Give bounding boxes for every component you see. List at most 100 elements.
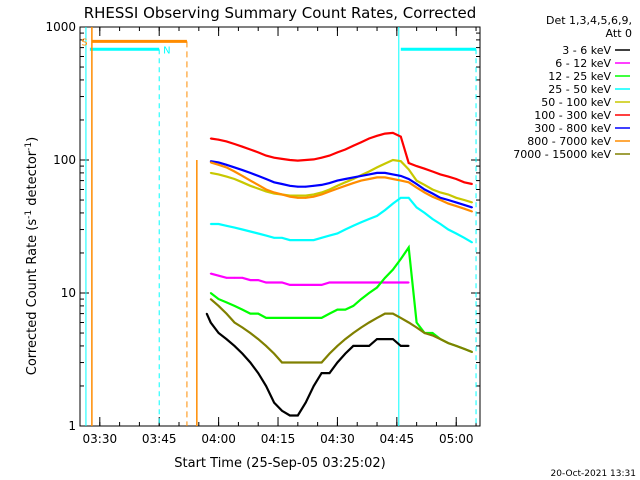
data-point [217,274,220,277]
data-point [241,228,244,231]
data-point [296,196,299,199]
data-point [273,317,275,319]
data-point [205,312,208,315]
data-point [392,202,394,205]
data-point [312,184,315,187]
x-tick-label: 05:00 [439,432,474,446]
data-point [360,141,363,144]
data-point [312,193,315,196]
data-point [257,187,260,190]
data-point [289,317,291,319]
y-tick-label: 10 [61,286,76,300]
data-point [265,178,267,180]
data-point [407,181,410,184]
legend-header-line1: Det 1,3,4,5,6,9, [546,14,632,27]
data-point [257,175,260,177]
data-point [384,312,386,315]
data-point [415,165,418,168]
data-point [320,284,323,286]
data-point [423,167,426,170]
data-point [328,154,331,157]
data-point [265,154,267,157]
data-point [296,317,299,319]
data-point [344,148,347,151]
data-point [384,276,386,279]
data-point [217,173,220,176]
data-point [368,137,370,140]
data-point [289,284,291,286]
data-point [249,179,252,182]
data-point [384,132,386,135]
data-point [241,352,244,355]
data-point [352,281,355,284]
data-point [423,191,426,194]
data-point [281,317,283,319]
data-point [368,292,370,294]
plot-frame [79,26,481,427]
data-point [257,372,260,374]
data-point [296,239,299,242]
data-point [471,206,473,209]
data-point [455,232,458,235]
data-point [233,276,236,279]
data-point [368,281,370,284]
data-point [392,338,394,340]
data-point [392,268,394,271]
data-point [431,218,434,220]
data-point [281,236,283,239]
data-point [463,181,466,184]
legend-label: 25 - 50 keV [548,83,611,96]
data-point [407,281,410,284]
data-point [265,281,267,284]
data-point [399,160,402,163]
data-point [344,181,347,184]
data-point [289,195,291,198]
data-point [225,163,228,166]
data-point [392,312,394,315]
data-point [312,158,315,161]
data-point [296,414,299,417]
data-point [336,184,339,187]
data-point [423,212,426,214]
data-point [471,241,473,244]
data-point [455,205,458,208]
data-point [209,321,212,324]
data-point [304,159,307,161]
y-tick-label: 100 [53,153,76,167]
data-point [304,361,307,364]
data-point [209,172,212,174]
data-point [455,178,458,180]
data-point [336,232,339,235]
data-point [225,276,228,279]
data-point [217,223,220,225]
data-point [241,326,244,329]
data-point [328,281,331,284]
data-point [225,140,228,143]
data-point [304,196,307,199]
data-point [352,224,355,227]
data-point [209,272,212,275]
data-point [399,196,402,199]
series-line-2 [210,244,473,354]
data-point [265,345,267,347]
data-point [281,158,283,160]
data-point [249,312,252,315]
data-point [225,301,228,304]
data-point [392,281,394,284]
data-point [463,348,466,350]
data-point [320,156,323,159]
data-point [423,188,426,191]
data-point [265,188,267,191]
data-point [368,178,370,180]
data-point [209,137,212,140]
data-point [376,281,378,284]
data-point [360,326,363,329]
data-point [209,223,212,225]
plot-area: 1 10 100 1000 03:30 03:45 04:00 04:15 04:30 04:45… [45,20,481,446]
data-point [352,144,355,147]
data-point [423,332,426,334]
legend-header-line2: Att 0 [606,27,632,40]
data-point [431,195,434,198]
data-point [447,193,450,196]
data-point [415,186,418,189]
